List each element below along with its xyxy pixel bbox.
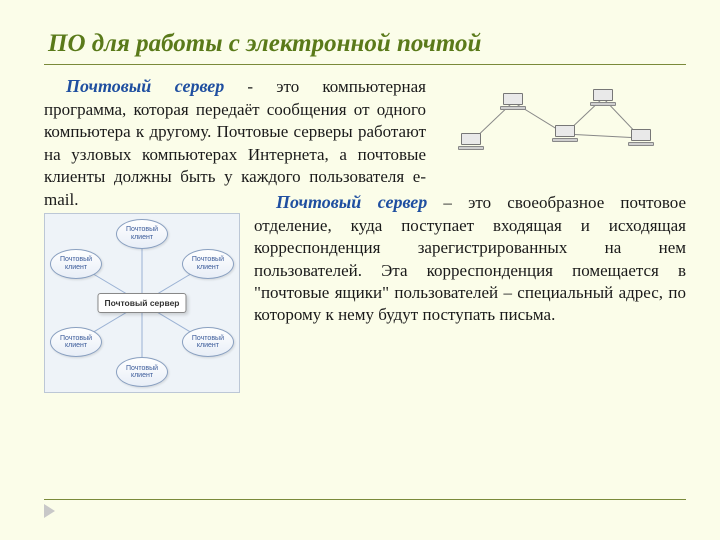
diagram-node: Почтовый клиент <box>50 249 102 279</box>
bottom-rule <box>44 499 686 500</box>
network-illustration <box>440 75 656 169</box>
diagram-node: Почтовый клиент <box>116 219 168 249</box>
laptop-icon <box>500 93 526 111</box>
lead-term-2: Почтовый сервер <box>276 192 427 212</box>
slide: ПО для работы с электронной почтой Почто… <box>0 0 720 540</box>
network-canvas <box>440 75 656 169</box>
paragraph-2-body: – это своеобразное почтовое отделение, к… <box>254 193 686 325</box>
paragraph-2: Почтовый сервер – это своеобразное почто… <box>254 189 686 327</box>
title-underline <box>44 64 686 65</box>
lead-term-1: Почтовый сервер <box>66 76 224 96</box>
diagram-node: Почтовый клиент <box>182 249 234 279</box>
laptop-icon <box>628 129 654 147</box>
play-icon <box>44 504 55 518</box>
diagram-node: Почтовый клиент <box>50 327 102 357</box>
network-edges <box>440 75 656 169</box>
server-diagram: Почтовый сервер Почтовый клиент Почтовый… <box>44 213 240 393</box>
row-bottom: Почтовый сервер Почтовый клиент Почтовый… <box>44 189 686 393</box>
diagram-node: Почтовый клиент <box>182 327 234 357</box>
diagram-hub: Почтовый сервер <box>97 293 186 313</box>
laptop-icon <box>590 89 616 107</box>
laptop-icon <box>552 125 578 143</box>
laptop-icon <box>458 133 484 151</box>
diagram-node: Почтовый клиент <box>116 357 168 387</box>
page-title: ПО для работы с электронной почтой <box>44 30 686 58</box>
